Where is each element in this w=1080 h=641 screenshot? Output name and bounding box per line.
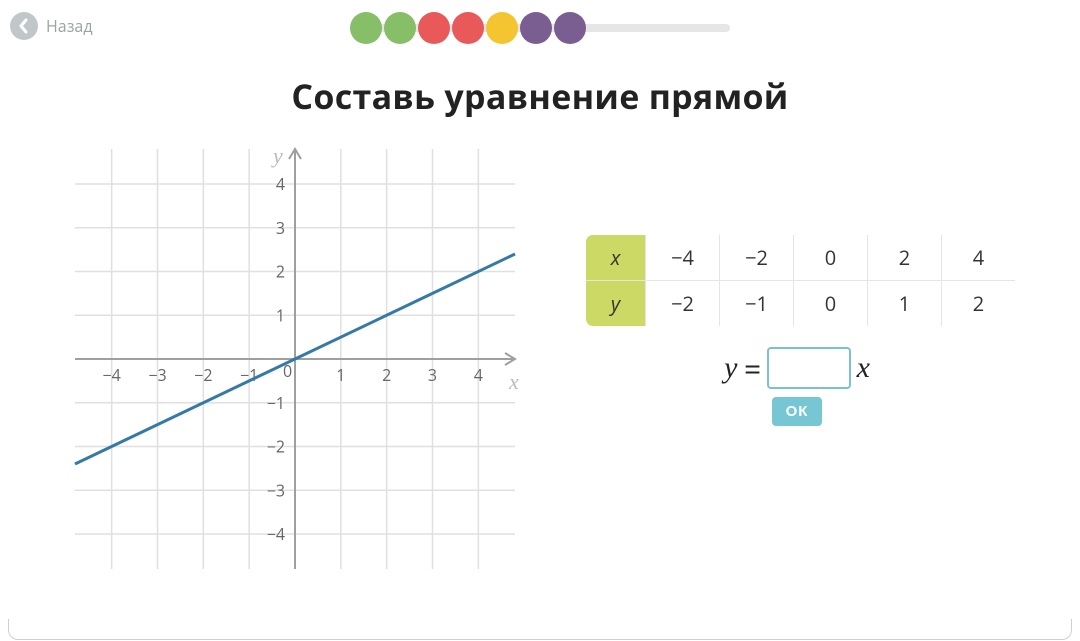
coordinate-chart: xy−4−3−2−112340−4−3−2−11234 bbox=[65, 139, 525, 579]
svg-text:−2: −2 bbox=[194, 364, 212, 386]
table-cell: 0 bbox=[794, 281, 868, 327]
svg-text:1: 1 bbox=[336, 364, 345, 386]
svg-text:−2: −2 bbox=[267, 436, 285, 458]
table-cell: −2 bbox=[646, 281, 720, 327]
svg-text:4: 4 bbox=[474, 364, 483, 386]
ok-button[interactable]: ОК bbox=[772, 397, 823, 426]
equation-lhs: y bbox=[724, 351, 737, 385]
svg-text:−3: −3 bbox=[267, 479, 285, 501]
svg-text:2: 2 bbox=[276, 261, 285, 283]
table-cell: 0 bbox=[794, 235, 868, 281]
svg-text:1: 1 bbox=[276, 304, 285, 326]
progress-dot bbox=[452, 12, 484, 44]
table-row-label: x bbox=[586, 235, 646, 281]
table-cell: −2 bbox=[720, 235, 794, 281]
svg-text:2: 2 bbox=[382, 364, 391, 386]
equation-rhs: x bbox=[857, 351, 870, 385]
table-cell: −4 bbox=[646, 235, 720, 281]
equation: y = x bbox=[585, 347, 1009, 389]
table-cell: 2 bbox=[868, 235, 942, 281]
progress-dot bbox=[520, 12, 552, 44]
coefficient-input[interactable] bbox=[767, 347, 851, 389]
progress-dot bbox=[554, 12, 586, 44]
svg-text:3: 3 bbox=[276, 217, 285, 239]
table-row-label: y bbox=[586, 281, 646, 327]
svg-text:−3: −3 bbox=[148, 364, 166, 386]
equation-equals: = bbox=[743, 348, 760, 389]
header: Назад bbox=[0, 0, 1080, 55]
table-cell: −1 bbox=[720, 281, 794, 327]
svg-text:−4: −4 bbox=[267, 523, 285, 545]
back-label: Назад bbox=[46, 15, 93, 37]
svg-text:y: y bbox=[271, 143, 283, 168]
table-cell: 2 bbox=[942, 281, 1016, 327]
svg-text:−1: −1 bbox=[267, 392, 285, 414]
progress-dot bbox=[486, 12, 518, 44]
back-button[interactable]: Назад bbox=[10, 12, 93, 40]
table-cell: 1 bbox=[868, 281, 942, 327]
svg-text:−4: −4 bbox=[103, 364, 121, 386]
back-chevron-icon bbox=[10, 12, 38, 40]
page-title: Составь уравнение прямой bbox=[0, 73, 1080, 119]
svg-text:x: x bbox=[508, 369, 519, 394]
table-cell: 4 bbox=[942, 235, 1016, 281]
progress-dot bbox=[418, 12, 450, 44]
svg-text:3: 3 bbox=[428, 364, 437, 386]
values-table: x−4−2024y−2−1012 bbox=[585, 234, 1016, 327]
svg-text:4: 4 bbox=[276, 173, 285, 195]
progress-dot bbox=[350, 12, 382, 44]
progress-dot bbox=[384, 12, 416, 44]
frame-border bbox=[0, 611, 1080, 641]
